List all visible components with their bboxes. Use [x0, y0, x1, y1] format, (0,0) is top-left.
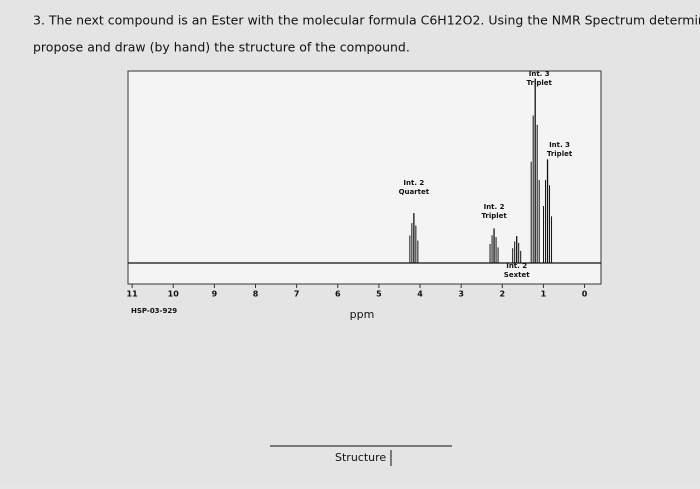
x-tick-label: 4: [417, 290, 423, 299]
spectrum-frame: [127, 70, 602, 285]
peak-multiplicity: Triplet: [527, 79, 553, 87]
x-tick-label: 1: [541, 290, 547, 299]
x-tick-label: 5: [376, 290, 382, 299]
x-axis-label: ppm: [350, 308, 375, 321]
peak-multiplicity: Quartet: [399, 188, 430, 196]
question-line: 3. The next compound is an Ester with th…: [33, 13, 700, 28]
question-line: propose and draw (by hand) the structure…: [33, 40, 410, 55]
x-tick-label: 8: [253, 290, 259, 299]
peak-integration: Int. 2: [506, 262, 527, 270]
peak-integration: Int. 3: [529, 70, 550, 78]
x-tick-label: 0: [582, 290, 588, 299]
x-tick-label: 3: [458, 290, 464, 299]
x-tick-label: 6: [335, 290, 341, 299]
peak-integration: Int. 3: [549, 141, 570, 149]
answer-label: Structure: [335, 451, 386, 464]
x-tick-label: 2: [499, 290, 505, 299]
x-tick-label: 7: [294, 290, 300, 299]
peak-multiplicity: Sextet: [504, 271, 530, 279]
spectrum-code: HSP-03-929: [131, 307, 177, 315]
peak-integration: Int. 2: [484, 203, 505, 211]
peak-integration: Int. 2: [403, 179, 424, 187]
x-tick-label: 10: [168, 290, 180, 299]
x-tick-label: 9: [212, 290, 218, 299]
peak-multiplicity: Triplet: [481, 212, 507, 220]
peak-multiplicity: Triplet: [547, 150, 573, 158]
x-tick-label: 11: [127, 290, 139, 299]
